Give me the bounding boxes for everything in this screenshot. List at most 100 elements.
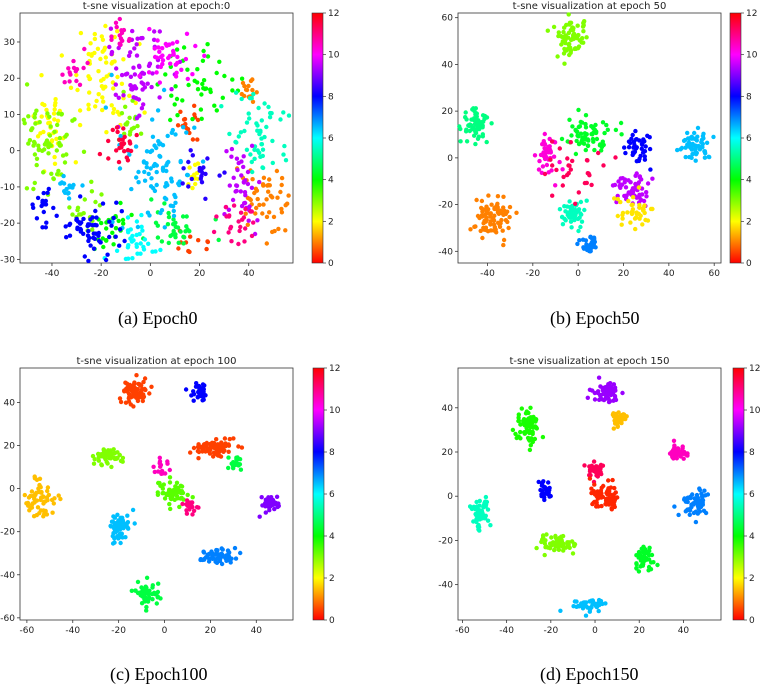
scatter-point: [504, 218, 508, 222]
scatter-point: [250, 177, 254, 181]
scatter-point: [136, 399, 140, 403]
scatter-point: [486, 519, 490, 523]
scatter-point: [477, 504, 481, 508]
scatter-point: [254, 121, 258, 125]
scatter-point: [121, 126, 125, 130]
scatter-point: [122, 525, 126, 529]
scatter-point: [193, 79, 197, 83]
y-tick-label: -40: [438, 247, 453, 257]
scatter-point: [529, 443, 533, 447]
y-tick-label: 20: [442, 107, 454, 117]
scatter-point: [192, 509, 196, 513]
scatter-point: [579, 139, 583, 143]
scatter-point: [88, 217, 92, 221]
scatter-point: [261, 183, 265, 187]
scatter-point: [641, 564, 645, 568]
scatter-point: [489, 121, 493, 125]
scatter-point: [518, 430, 522, 434]
scatter-point: [559, 34, 563, 38]
scatter-point: [591, 598, 595, 602]
scatter-point: [469, 117, 473, 121]
scatter-point: [696, 511, 700, 515]
scatter-point: [174, 74, 178, 78]
scatter-point: [131, 508, 135, 512]
scatter-point: [62, 181, 66, 185]
scatter-point: [695, 493, 699, 497]
scatter-point: [187, 229, 191, 233]
scatter-point: [122, 388, 126, 392]
scatter-point: [83, 254, 87, 258]
scatter-point: [139, 36, 143, 40]
scatter-point: [133, 72, 137, 76]
scatter-point: [171, 204, 175, 208]
scatter-point: [196, 238, 200, 242]
scatter-point: [239, 468, 243, 472]
scatter-point: [589, 183, 593, 187]
scatter-point: [542, 495, 546, 499]
scatter-point: [643, 218, 647, 222]
x-tick-label: 0: [147, 269, 153, 279]
scatter-point: [114, 235, 118, 239]
scatter-point: [156, 595, 160, 599]
scatter-point: [513, 432, 517, 436]
scatter-point: [117, 244, 121, 248]
scatter-point: [184, 57, 188, 61]
scatter-point: [103, 46, 107, 50]
scatter-point: [260, 118, 264, 122]
x-tick-label: -20: [525, 269, 540, 279]
scatter-point: [238, 457, 242, 461]
scatter-point: [589, 487, 593, 491]
scatter-point: [118, 541, 122, 545]
scatter-point: [593, 397, 597, 401]
scatter-point: [210, 553, 214, 557]
scatter-point: [74, 160, 78, 164]
scatter-point: [74, 69, 78, 73]
scatter-point: [554, 168, 558, 172]
scatter-point: [199, 174, 203, 178]
scatter-point: [188, 450, 192, 454]
scatter-point: [171, 217, 175, 221]
scatter-point: [599, 472, 603, 476]
scatter-point: [168, 468, 172, 472]
scatter-point: [651, 560, 655, 564]
scatter-point: [596, 504, 600, 508]
scatter-point: [122, 149, 126, 153]
scatter-point: [54, 137, 58, 141]
scatter-point: [221, 547, 225, 551]
scatter-point: [233, 140, 237, 144]
scatter-point: [109, 34, 113, 38]
scatter-point: [92, 462, 96, 466]
scatter-point: [161, 169, 165, 173]
scatter-point: [540, 142, 544, 146]
x-tick-label: -40: [45, 269, 60, 279]
scatter-point: [647, 565, 651, 569]
scatter-point: [187, 250, 191, 254]
scatter-point: [158, 248, 162, 252]
scatter-point: [151, 135, 155, 139]
scatter-point: [93, 209, 97, 213]
scatter-point: [169, 87, 173, 91]
scatter-point: [612, 426, 616, 430]
scatter-point: [115, 25, 119, 29]
scatter-point: [546, 545, 550, 549]
scatter-point: [172, 214, 176, 218]
scatter-point: [282, 144, 286, 148]
scatter-point: [588, 388, 592, 392]
scatter-point: [163, 471, 167, 475]
colorbar-tick-label: 2: [746, 217, 752, 227]
scatter-point: [217, 445, 221, 449]
scatter-point: [123, 105, 127, 109]
scatter-point: [81, 66, 85, 70]
x-tick-label: -40: [480, 269, 495, 279]
scatter-point: [156, 45, 160, 49]
scatter-point: [125, 514, 129, 518]
scatter-point: [231, 466, 235, 470]
scatter-point: [275, 495, 279, 499]
scatter-point: [114, 148, 118, 152]
scatter-point: [573, 599, 577, 603]
scatter-point: [38, 477, 42, 481]
scatter-point: [155, 38, 159, 42]
scatter-point: [149, 385, 153, 389]
scatter-point: [546, 145, 550, 149]
y-tick-label: -20: [0, 528, 15, 538]
